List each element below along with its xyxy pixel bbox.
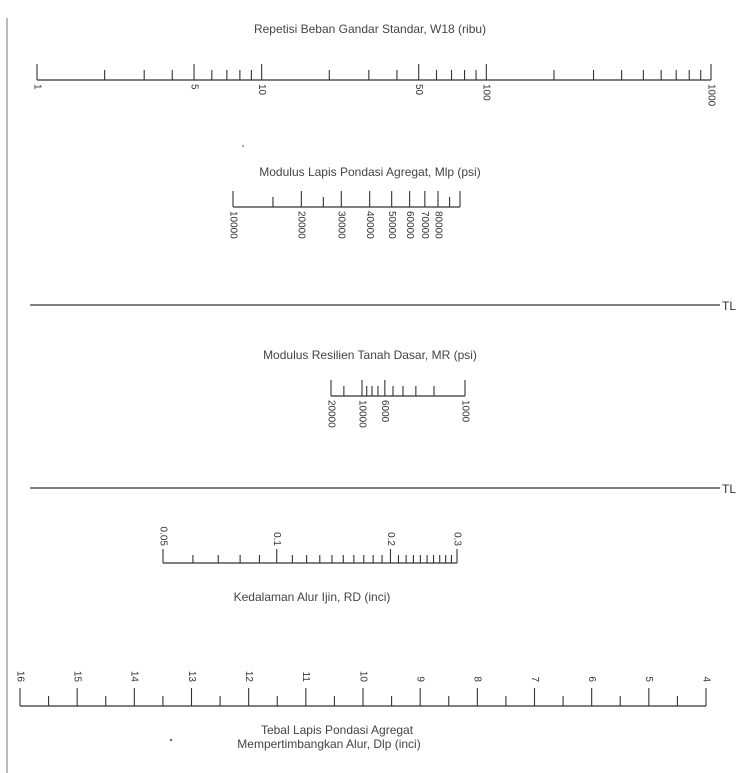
dlp-title-line1: Tebal Lapis Pondasi Agregat bbox=[261, 723, 414, 737]
scale_w18-tick-label: 1000 bbox=[705, 84, 716, 107]
w18-title: Repetisi Beban Gandar Standar, W18 (ribu… bbox=[254, 22, 486, 36]
scale_rd-tick-label: 0.1 bbox=[271, 532, 282, 546]
scale_w18-tick-label: 5 bbox=[188, 84, 199, 90]
scale_mr-tick-label: 10000 bbox=[356, 400, 367, 428]
scale_dlp-tick-label: 11 bbox=[300, 672, 311, 683]
mr-scale: Modulus Resilien Tanah Dasar, MR (psi) 2… bbox=[263, 348, 477, 428]
turning-line-2-label: TL bbox=[722, 482, 736, 496]
scale_dlp-tick-label: 5 bbox=[643, 676, 654, 682]
scale_mlp-tick-label: 50000 bbox=[386, 211, 397, 239]
rd-scale: Kedalaman Alur Ijin, RD (inci) 0.05 0.1 0.… bbox=[157, 527, 462, 604]
scale_w18-tick-label: 50 bbox=[413, 84, 424, 96]
scale_mr-tick-label: 1000 bbox=[459, 400, 470, 423]
scale_dlp-tick-label: 6 bbox=[586, 676, 597, 682]
scale_mlp-tick-label: 30000 bbox=[336, 211, 347, 239]
scale_dlp-tick-label: 4 bbox=[700, 676, 711, 682]
dlp-title-line2: Mempertimbangkan Alur, Dlp (inci) bbox=[237, 737, 420, 751]
turning-line-1: TL bbox=[30, 299, 736, 313]
scale_dlp-tick-label: 14 bbox=[129, 671, 140, 683]
scale_dlp-tick-label: 8 bbox=[472, 676, 483, 682]
scale_dlp-tick-label: 12 bbox=[243, 671, 254, 683]
scale_rd-tick-label: 0.2 bbox=[385, 532, 396, 546]
scale_mlp-tick-label: 60000 bbox=[404, 211, 415, 239]
scale_dlp-tick-label: 10 bbox=[357, 671, 368, 683]
scale_w18-tick-label: 1 bbox=[31, 84, 42, 90]
scale_mlp-tick-label: 10000 bbox=[227, 211, 238, 239]
scale_rd-tick-label: 0.05 bbox=[157, 527, 168, 547]
scale_dlp-tick-label: 9 bbox=[415, 676, 426, 682]
scale_mr-tick-label: 20000 bbox=[325, 400, 336, 428]
mlp-title: Modulus Lapis Pondasi Agregat, Mlp (psi) bbox=[259, 165, 480, 179]
rd-title: Kedalaman Alur Ijin, RD (inci) bbox=[234, 590, 391, 604]
turning-line-2: TL bbox=[30, 482, 736, 496]
scale_dlp-tick-label: 16 bbox=[14, 671, 25, 683]
scale_mlp-tick-label: 40000 bbox=[364, 211, 375, 239]
scale_dlp-tick-label: 13 bbox=[186, 671, 197, 683]
dlp-scale: Tebal Lapis Pondasi Agregat Mempertimban… bbox=[14, 671, 711, 751]
scale_rd-tick-label: 0.3 bbox=[451, 532, 462, 546]
turning-line-1-label: TL bbox=[722, 299, 736, 313]
scale_w18-tick-label: 10 bbox=[256, 84, 267, 96]
speck bbox=[169, 738, 173, 742]
scale_dlp-tick-label: 7 bbox=[529, 676, 540, 682]
scale_mlp-tick-label: 70000 bbox=[419, 211, 430, 239]
mr-title: Modulus Resilien Tanah Dasar, MR (psi) bbox=[263, 348, 477, 362]
scale_mlp-tick-label: 80000 bbox=[432, 211, 443, 239]
scale_mr-tick-label: 6000 bbox=[379, 400, 390, 423]
scale_w18-tick-label: 100 bbox=[481, 84, 492, 101]
mlp-scale: Modulus Lapis Pondasi Agregat, Mlp (psi)… bbox=[227, 165, 480, 239]
w18-scale: Repetisi Beban Gandar Standar, W18 (ribu… bbox=[31, 22, 716, 107]
scale_mlp-tick-label: 20000 bbox=[296, 211, 307, 239]
speck bbox=[242, 145, 244, 147]
scale_dlp-tick-label: 15 bbox=[72, 671, 83, 683]
